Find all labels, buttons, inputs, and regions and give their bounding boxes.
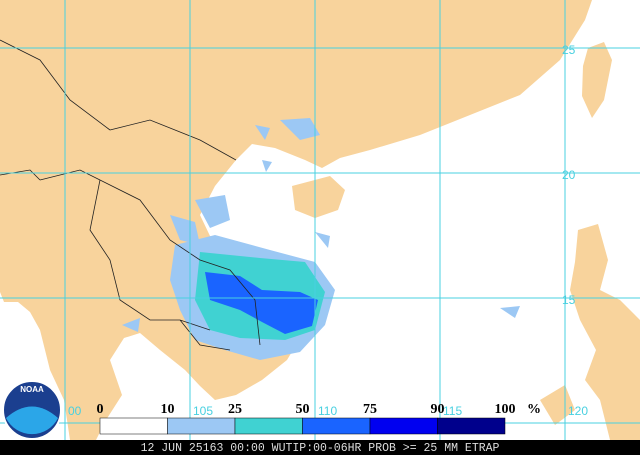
- legend-swatch: [167, 417, 236, 435]
- logo-ring: [2, 380, 62, 440]
- lat-label: 20: [562, 168, 576, 182]
- graticule: 25 20 15 00 105 110 115 120: [0, 0, 640, 440]
- taiwan: [582, 42, 612, 118]
- hainan: [292, 176, 345, 218]
- lat-label: 25: [562, 43, 576, 57]
- mainland: [0, 0, 592, 440]
- legend-swatch: [302, 417, 371, 435]
- island: [540, 385, 575, 425]
- legend-swatch: [437, 417, 506, 435]
- lon-label: 120: [568, 404, 588, 418]
- legend-tick: 0: [97, 402, 104, 417]
- legend-tick: 90: [431, 402, 445, 417]
- logo-wave: [6, 406, 58, 435]
- logo-text: NOAA: [20, 385, 44, 394]
- lon-label: 110: [318, 404, 337, 418]
- legend-tick: 10: [161, 402, 175, 417]
- land: [0, 0, 640, 440]
- lon-label: 105: [193, 404, 213, 418]
- legend-swatch: [369, 417, 438, 435]
- legend: 0 10 25 50 75 90 100%: [97, 402, 541, 435]
- legend-tick: 75: [363, 402, 377, 417]
- legend-tick: 50: [296, 402, 310, 417]
- philippines: [570, 224, 640, 440]
- legend-tick: 25: [228, 402, 242, 417]
- caption-bar: [0, 440, 640, 455]
- lat-label: 15: [562, 293, 576, 307]
- logo: NOAA: [2, 380, 62, 440]
- borders: [0, 39, 261, 351]
- legend-swatch: [99, 417, 168, 435]
- legend-tick: 100: [495, 402, 516, 417]
- caption: 12 JUN 25163 00:00 WUTIP:00-06HR PROB >=…: [141, 442, 500, 455]
- lon-label: 115: [443, 404, 462, 418]
- legend-swatch: [234, 417, 303, 435]
- lon-label: 00: [68, 404, 82, 418]
- rain: [122, 118, 520, 360]
- legend-unit: %: [527, 402, 541, 417]
- rain-50: [205, 272, 318, 334]
